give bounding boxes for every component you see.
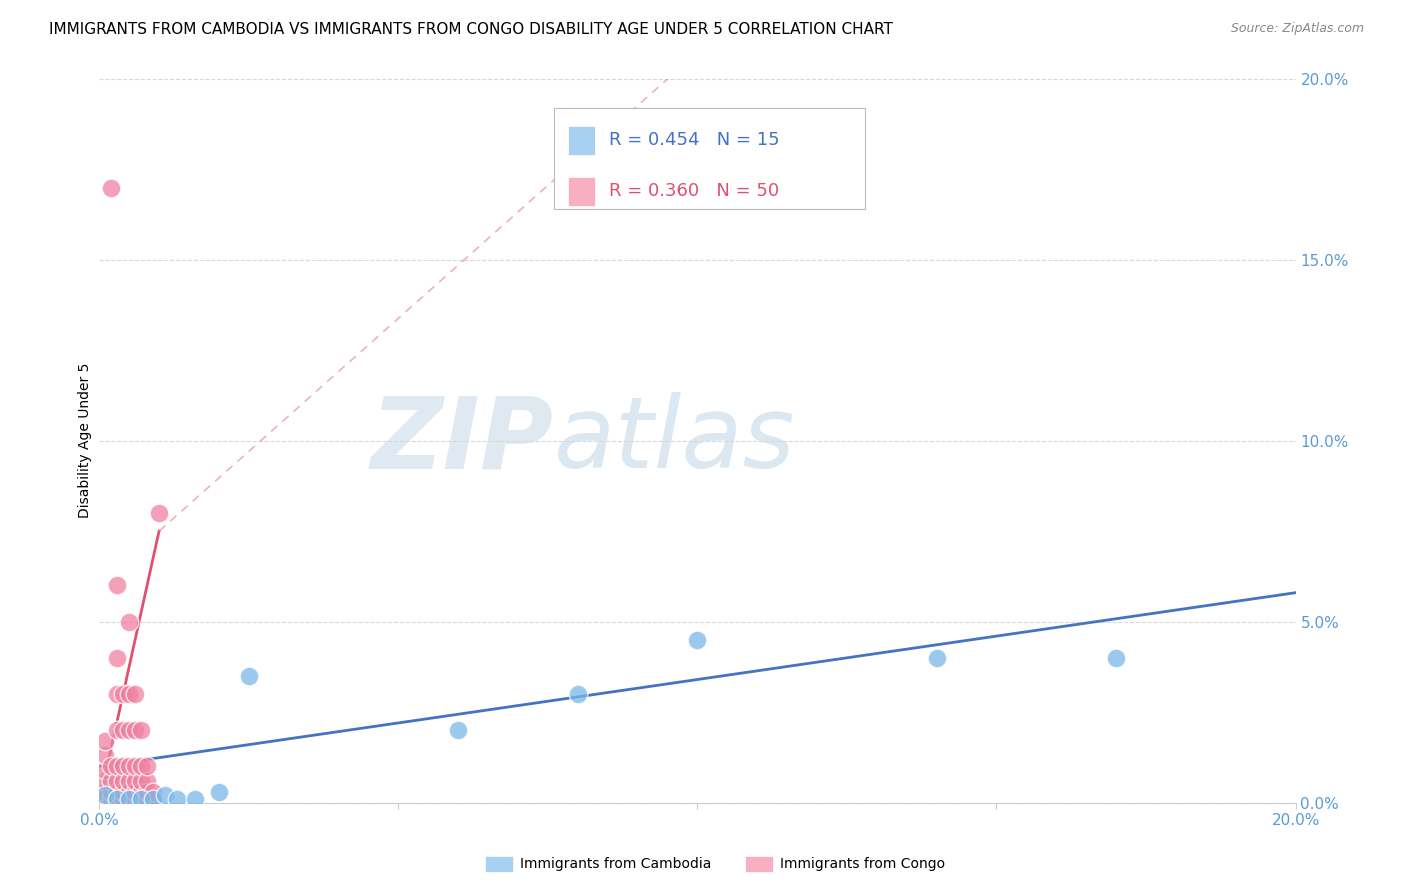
Point [94, 792, 117, 806]
Point [142, 785, 165, 799]
Point [94, 773, 117, 788]
Point [105, 773, 128, 788]
Point [100, 773, 122, 788]
Text: ZIP: ZIP [371, 392, 554, 489]
Point [105, 650, 128, 665]
Point [105, 687, 128, 701]
Point [94, 734, 117, 748]
Point [925, 650, 948, 665]
Bar [568, 126, 595, 155]
Point [118, 792, 141, 806]
FancyBboxPatch shape [554, 108, 865, 210]
Point [118, 792, 141, 806]
Point [148, 506, 170, 520]
Point [124, 785, 146, 799]
Point [94, 785, 117, 799]
Point [136, 785, 159, 799]
Point [105, 578, 128, 592]
Point [208, 785, 231, 799]
Point [124, 723, 146, 738]
Text: Immigrants from Congo: Immigrants from Congo [780, 857, 945, 871]
Point [124, 687, 146, 701]
Point [105, 759, 128, 773]
Point [112, 792, 135, 806]
Point [112, 723, 135, 738]
Point [124, 759, 146, 773]
Point [142, 792, 165, 806]
Point [105, 785, 128, 799]
Point [100, 785, 122, 799]
Point [112, 687, 135, 701]
Point [118, 759, 141, 773]
Text: atlas: atlas [554, 392, 796, 489]
Text: Immigrants from Cambodia: Immigrants from Cambodia [520, 857, 711, 871]
Point [100, 792, 122, 806]
Point [129, 792, 152, 806]
Point [94, 789, 117, 803]
Text: Source: ZipAtlas.com: Source: ZipAtlas.com [1230, 22, 1364, 36]
Point [129, 759, 152, 773]
Point [447, 723, 470, 738]
Point [238, 669, 260, 683]
Text: R = 0.454   N = 15: R = 0.454 N = 15 [609, 131, 779, 150]
Point [129, 792, 152, 806]
Point [118, 723, 141, 738]
Point [105, 723, 128, 738]
Point [129, 723, 152, 738]
Point [94, 748, 117, 763]
Point [118, 785, 141, 799]
Point [166, 792, 188, 806]
Point [112, 785, 135, 799]
Point [112, 773, 135, 788]
Point [118, 615, 141, 629]
Point [105, 792, 128, 806]
Point [124, 773, 146, 788]
Point [129, 785, 152, 799]
Point [136, 759, 159, 773]
Point [100, 759, 122, 773]
Point [129, 773, 152, 788]
Point [153, 789, 176, 803]
Point [184, 792, 207, 806]
Text: IMMIGRANTS FROM CAMBODIA VS IMMIGRANTS FROM CONGO DISABILITY AGE UNDER 5 CORRELA: IMMIGRANTS FROM CAMBODIA VS IMMIGRANTS F… [49, 22, 893, 37]
Point [136, 773, 159, 788]
Y-axis label: Disability Age Under 5: Disability Age Under 5 [79, 363, 93, 518]
Point [100, 180, 122, 194]
Bar [568, 177, 595, 205]
Point [1105, 650, 1128, 665]
Point [105, 792, 128, 806]
Point [567, 687, 589, 701]
Point [142, 792, 165, 806]
Text: R = 0.360   N = 50: R = 0.360 N = 50 [609, 182, 779, 200]
Point [136, 792, 159, 806]
Point [118, 773, 141, 788]
Point [124, 792, 146, 806]
Point [112, 759, 135, 773]
Point [686, 632, 709, 647]
Point [94, 763, 117, 777]
Point [118, 687, 141, 701]
